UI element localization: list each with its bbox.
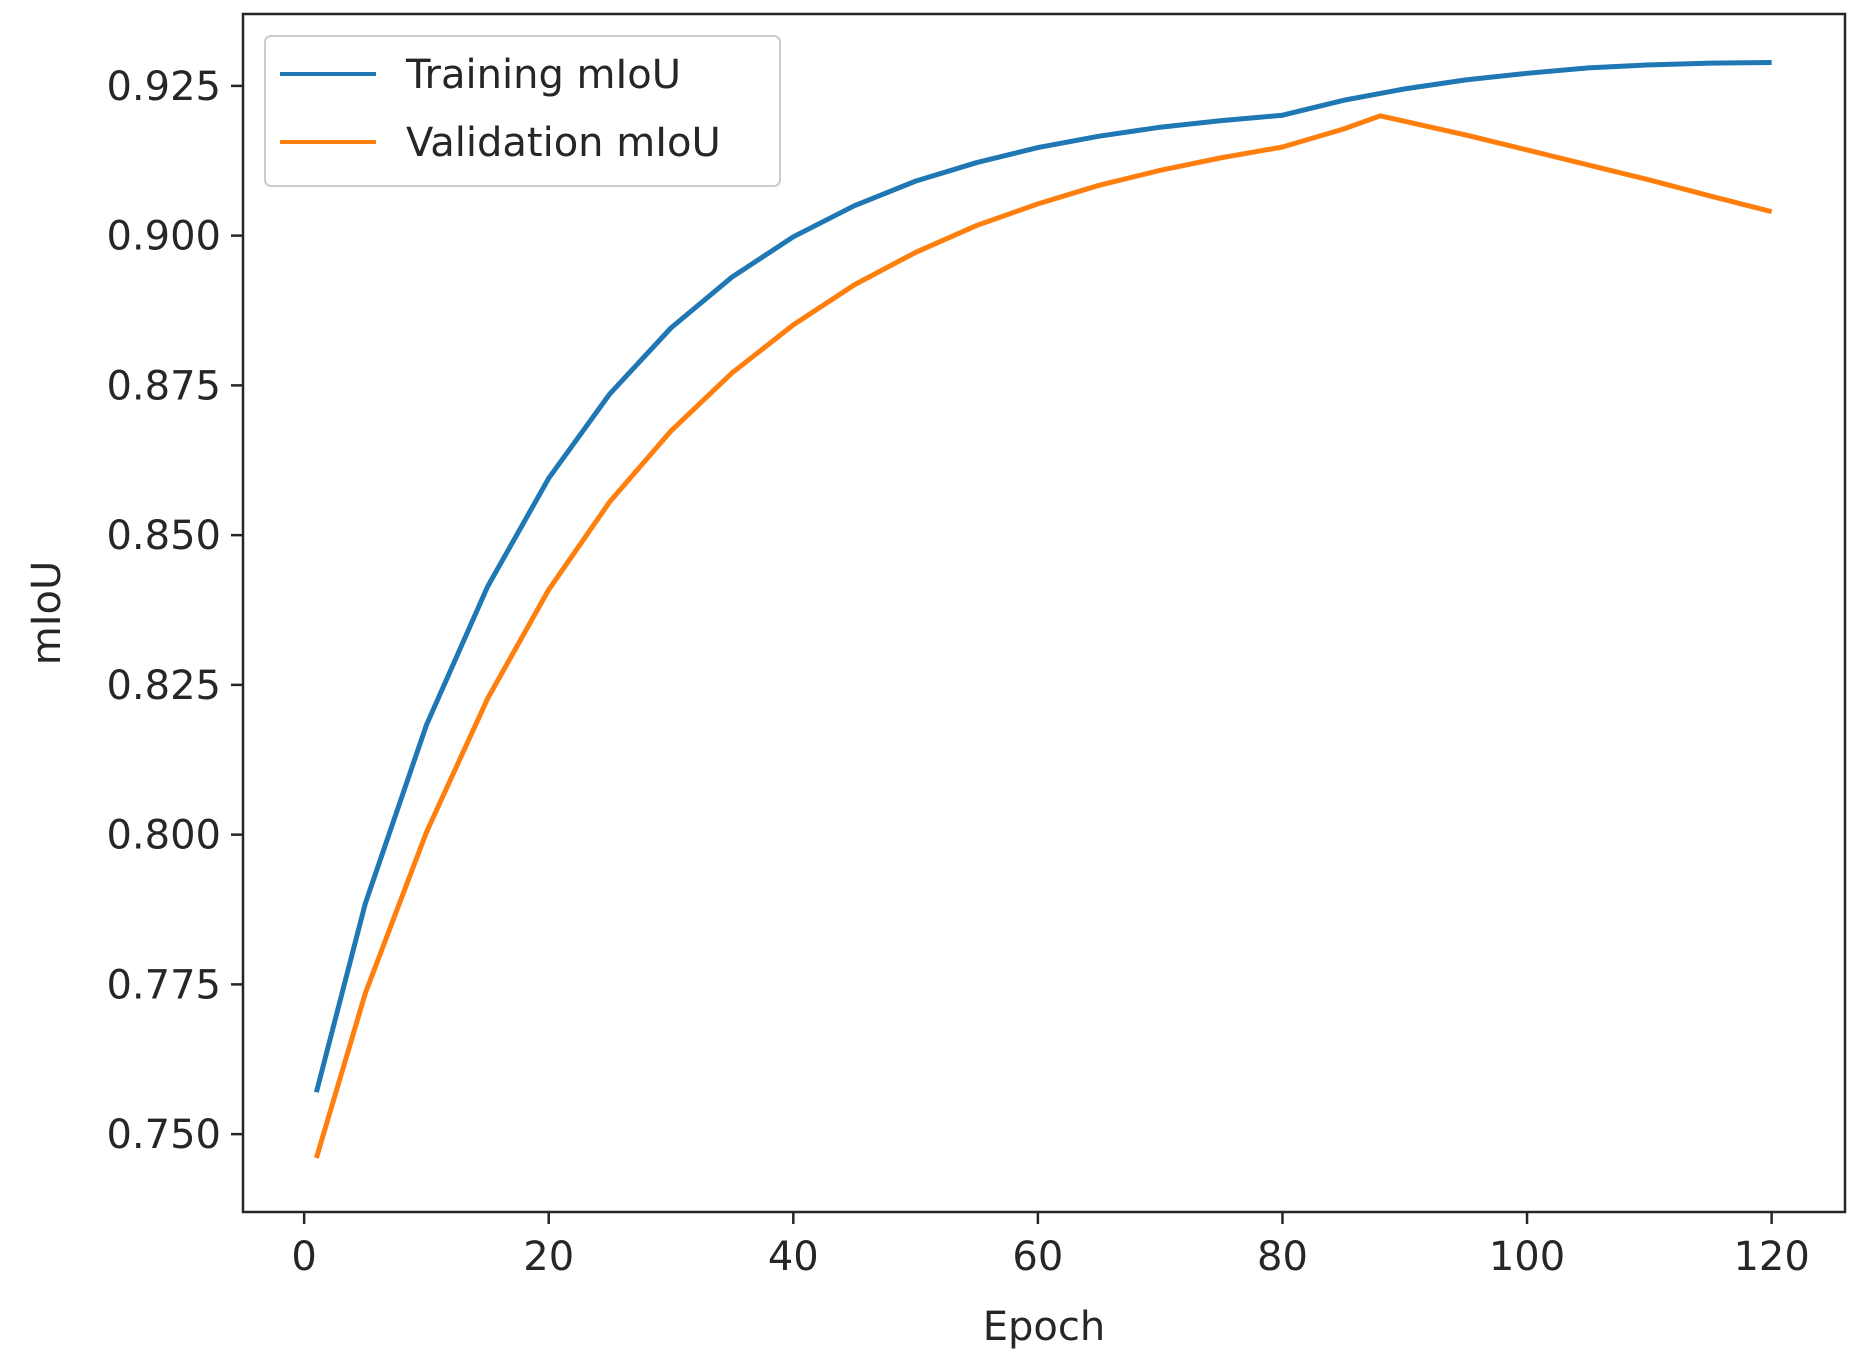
x-tick-label: 120 xyxy=(1733,1234,1809,1280)
x-axis-label: Epoch xyxy=(983,1304,1105,1350)
y-tick-label: 0.800 xyxy=(106,813,221,859)
legend-label-validation: Validation mIoU xyxy=(406,120,721,166)
series-line-training xyxy=(313,60,1772,1093)
x-tick-label: 100 xyxy=(1489,1234,1565,1280)
x-axis: 0 20 40 60 80 100 120 xyxy=(291,1212,1810,1280)
y-tick-label: 0.850 xyxy=(106,513,221,559)
y-tick-label: 0.900 xyxy=(106,214,221,260)
x-tick-label: 20 xyxy=(523,1234,574,1280)
y-tick-label: 0.825 xyxy=(106,663,221,709)
y-tick-label: 0.925 xyxy=(106,64,221,110)
y-tick-label: 0.775 xyxy=(106,962,221,1008)
x-tick-label: 60 xyxy=(1012,1234,1063,1280)
y-axis: 0.750 0.775 0.800 0.825 0.850 0.875 0.900 0.925 xyxy=(106,64,243,1158)
series-line-validation xyxy=(313,113,1773,1159)
x-tick-label: 40 xyxy=(768,1234,819,1280)
x-tick-label: 80 xyxy=(1257,1234,1308,1280)
y-tick-label: 0.750 xyxy=(106,1112,221,1158)
x-tick-label: 0 xyxy=(291,1234,316,1280)
plot-frame xyxy=(241,12,1847,1214)
legend-box xyxy=(264,35,781,187)
series-layer xyxy=(313,60,1773,1159)
y-axis-label: mIoU xyxy=(24,561,70,666)
y-tick-label: 0.875 xyxy=(106,363,221,409)
legend: Training mIoU Validation mIoU xyxy=(264,35,781,187)
legend-label-training: Training mIoU xyxy=(405,52,681,98)
